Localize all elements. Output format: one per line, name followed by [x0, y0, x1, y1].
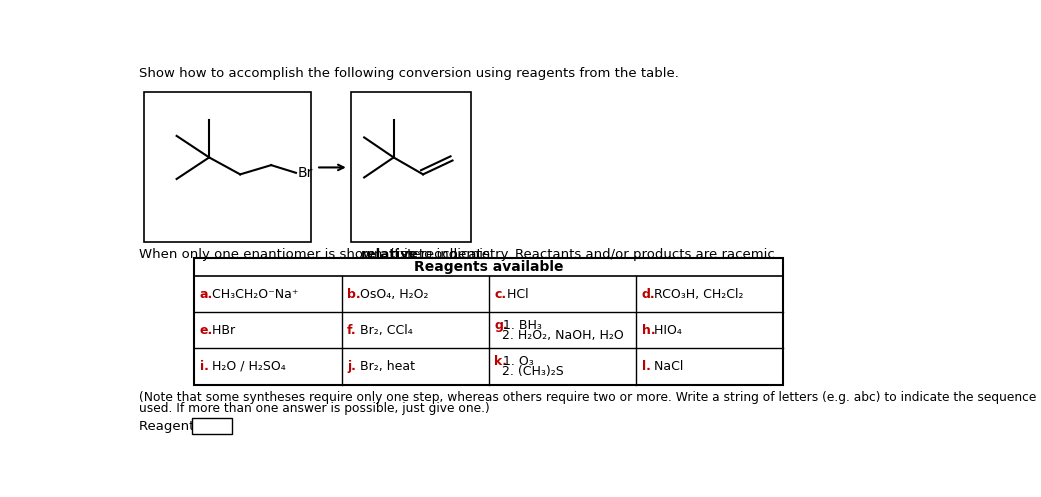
Text: relative: relative: [360, 248, 418, 260]
Text: OsO₄, H₂O₂: OsO₄, H₂O₂: [356, 288, 428, 301]
Text: 2. H₂O₂, NaOH, H₂O: 2. H₂O₂, NaOH, H₂O: [502, 329, 624, 342]
Text: d.: d.: [641, 288, 655, 301]
Text: i.: i.: [200, 360, 209, 373]
Text: a.: a.: [200, 288, 213, 301]
Text: stereochemistry. Reactants and/or products are racemic.: stereochemistry. Reactants and/or produc…: [397, 248, 780, 260]
Text: HIO₄: HIO₄: [651, 324, 682, 337]
Bar: [351, 92, 472, 242]
Text: When only one enantiomer is shown, it is to indicate: When only one enantiomer is shown, it is…: [139, 248, 494, 260]
Text: j.: j.: [347, 360, 356, 373]
Text: used. If more than one answer is possible, just give one.): used. If more than one answer is possibl…: [139, 402, 490, 414]
Text: b.: b.: [347, 288, 361, 301]
Text: 2. (CH₃)₂S: 2. (CH₃)₂S: [502, 365, 564, 378]
Text: Br: Br: [298, 166, 313, 180]
Text: Show how to accomplish the following conversion using reagents from the table.: Show how to accomplish the following con…: [139, 67, 680, 80]
Bar: [144, 92, 310, 242]
Text: e.: e.: [200, 324, 213, 337]
Text: l.: l.: [641, 360, 651, 373]
Bar: [193, 418, 232, 434]
Text: 1. O₃: 1. O₃: [503, 355, 534, 368]
Text: CH₃CH₂O⁻Na⁺: CH₃CH₂O⁻Na⁺: [208, 288, 299, 301]
Text: k.: k.: [494, 355, 507, 368]
Text: Br₂, heat: Br₂, heat: [356, 360, 414, 373]
Bar: [195, 257, 784, 385]
Text: NaCl: NaCl: [651, 360, 684, 373]
Text: HBr: HBr: [208, 324, 235, 337]
Text: H₂O / H₂SO₄: H₂O / H₂SO₄: [208, 360, 286, 373]
Text: HCl: HCl: [503, 288, 529, 301]
Text: Reagents available: Reagents available: [414, 260, 563, 274]
Text: h.: h.: [641, 324, 655, 337]
Text: Br₂, CCl₄: Br₂, CCl₄: [356, 324, 412, 337]
Text: (Note that some syntheses require only one step, whereas others require two or m: (Note that some syntheses require only o…: [139, 391, 1041, 404]
Text: f.: f.: [347, 324, 357, 337]
Text: 1. BH₃: 1. BH₃: [503, 319, 541, 332]
Text: Reagents =: Reagents =: [139, 420, 217, 433]
Text: c.: c.: [494, 288, 507, 301]
Text: g.: g.: [494, 319, 508, 332]
Text: RCO₃H, CH₂Cl₂: RCO₃H, CH₂Cl₂: [651, 288, 743, 301]
